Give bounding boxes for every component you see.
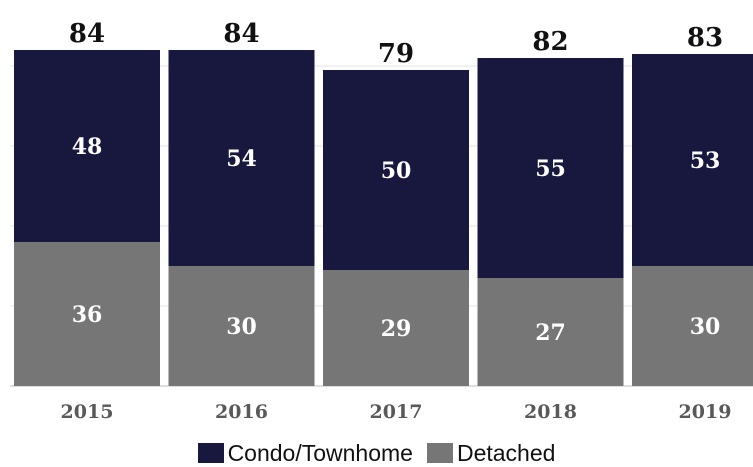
data-label-total: 84: [69, 19, 105, 49]
x-tick-label: 2019: [679, 401, 732, 423]
data-label-detached: 36: [72, 302, 103, 328]
bar-detached: [14, 242, 160, 386]
x-tick-label: 2017: [370, 401, 423, 423]
x-tick-label: 2018: [524, 401, 577, 423]
data-label-condo: 50: [381, 158, 412, 184]
data-label-condo: 48: [72, 134, 103, 160]
legend-label-condo: Condo/Townhome: [227, 439, 413, 466]
bar-condo: [477, 58, 624, 278]
bar-condo: [632, 54, 753, 266]
data-label-total: 84: [223, 19, 259, 49]
data-label-total: 79: [378, 39, 414, 69]
data-label-condo: 53: [690, 148, 721, 174]
data-label-condo: 55: [535, 156, 566, 182]
bar-condo: [14, 50, 160, 242]
legend-swatch-condo: [197, 443, 224, 463]
data-label-total: 82: [532, 27, 568, 57]
bar-detached: [168, 266, 315, 386]
data-label-detached: 29: [381, 316, 412, 342]
data-label-total: 83: [687, 23, 723, 53]
data-label-detached: 30: [690, 314, 721, 340]
bar-condo: [168, 50, 315, 266]
data-label-detached: 27: [535, 320, 566, 346]
data-label-condo: 54: [226, 146, 257, 172]
bar-detached: [323, 270, 469, 386]
data-label-detached: 30: [226, 314, 257, 340]
legend-item-detached[interactable]: Detached: [426, 439, 556, 467]
bar-detached: [477, 278, 624, 386]
legend: Condo/Townhome Detached: [0, 440, 753, 466]
bar-detached: [632, 266, 753, 386]
x-tick-label: 2016: [215, 401, 268, 423]
bar-condo: [323, 70, 469, 270]
legend-item-condo[interactable]: Condo/Townhome: [197, 439, 413, 467]
legend-swatch-detached: [426, 443, 453, 463]
x-tick-label: 2015: [61, 401, 114, 423]
stacked-bar-chart: 36 48 84 2015 30 54 84 2016 29 50 79 2017 27 55 82 2018…: [10, 19, 753, 423]
legend-label-detached: Detached: [456, 439, 556, 466]
